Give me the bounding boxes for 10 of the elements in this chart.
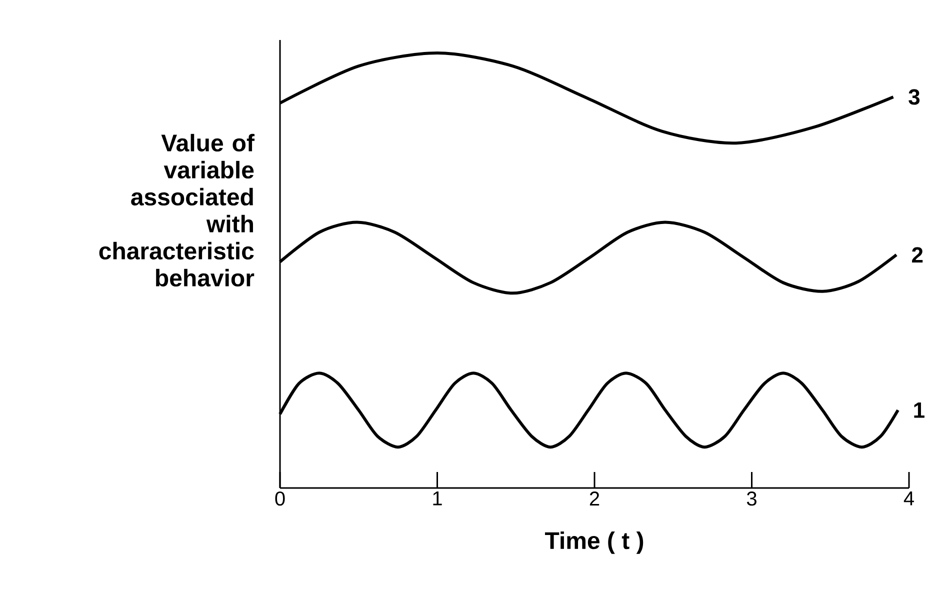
- x-tick-label: 2: [590, 492, 600, 506]
- x-axis-title: Time ( t ): [544, 532, 644, 554]
- x-tick-label: 4: [904, 492, 914, 506]
- x-tick-label: 0: [275, 492, 285, 506]
- x-tick-label: 3: [746, 492, 756, 506]
- series-label: 2: [912, 247, 923, 263]
- series-label: 3: [908, 89, 920, 105]
- x-tick-label: 1: [433, 492, 442, 506]
- series-label: 1: [914, 402, 924, 418]
- y-axis-title: Value of variable associated with characteristic behavior: [99, 134, 255, 287]
